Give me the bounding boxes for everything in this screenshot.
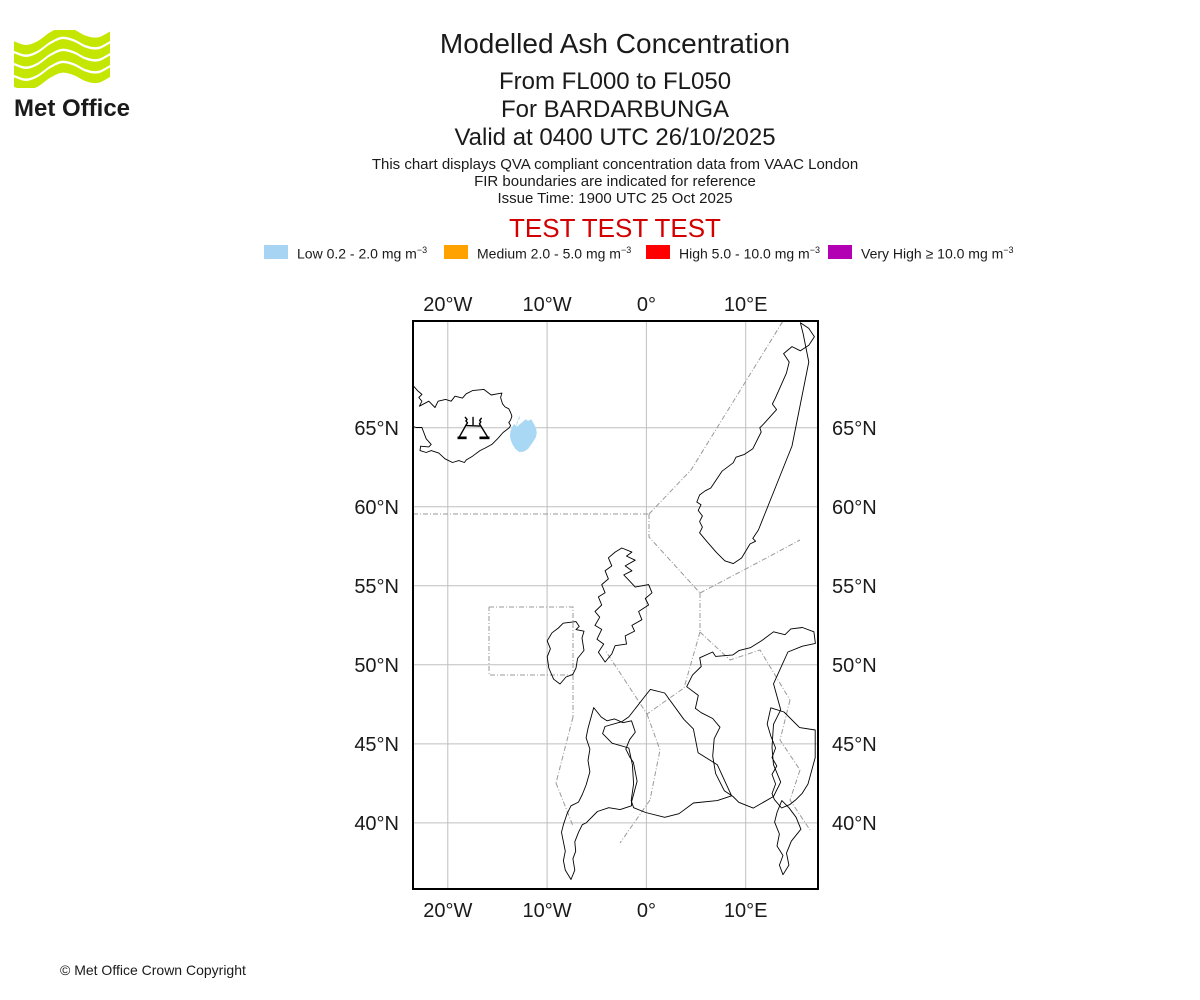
svg-text:55°N: 55°N [832, 576, 877, 598]
svg-text:40°N: 40°N [832, 813, 877, 835]
svg-text:45°N: 45°N [832, 734, 877, 756]
svg-text:50°N: 50°N [354, 655, 399, 677]
svg-text:40°N: 40°N [354, 813, 399, 835]
svg-text:20°W: 20°W [423, 900, 472, 922]
svg-text:60°N: 60°N [832, 497, 877, 519]
svg-text:20°W: 20°W [423, 294, 472, 316]
svg-text:55°N: 55°N [354, 576, 399, 598]
svg-text:0°: 0° [637, 900, 656, 922]
svg-text:50°N: 50°N [832, 655, 877, 677]
svg-text:0°: 0° [637, 294, 656, 316]
svg-text:65°N: 65°N [832, 418, 877, 440]
svg-text:10°W: 10°W [523, 294, 572, 316]
svg-text:10°E: 10°E [724, 294, 768, 316]
svg-text:60°N: 60°N [354, 497, 399, 519]
svg-text:45°N: 45°N [354, 734, 399, 756]
svg-text:10°W: 10°W [523, 900, 572, 922]
svg-text:65°N: 65°N [354, 418, 399, 440]
svg-text:10°E: 10°E [724, 900, 768, 922]
